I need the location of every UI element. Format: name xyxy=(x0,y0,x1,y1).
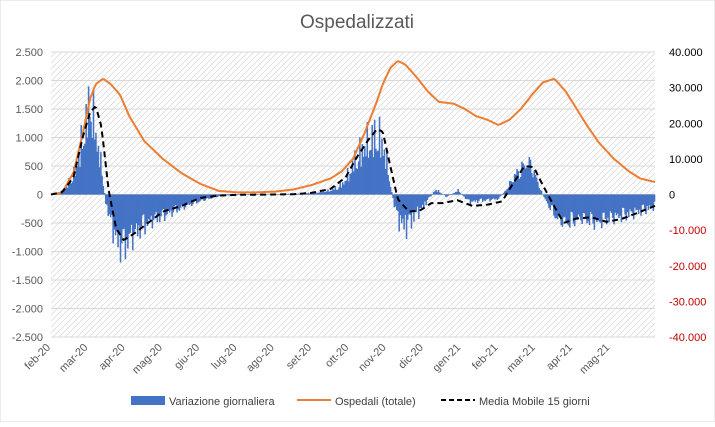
y-left-tick-label: -2.000 xyxy=(12,304,43,316)
y-right-tick-label: -20.000 xyxy=(669,261,706,273)
y-left-tick-label: 2.500 xyxy=(15,47,43,59)
y-left-tick-label: -500 xyxy=(21,218,43,230)
y-right-tick-label: 40.000 xyxy=(669,47,703,59)
y-right-tick-label: -10.000 xyxy=(669,225,706,237)
legend-label-media-mobile: Media Mobile 15 giorni xyxy=(479,396,590,408)
y-right-tick-label: 30.000 xyxy=(669,83,703,95)
y-right-tick-label: 0 xyxy=(669,190,675,202)
legend-swatch-variazione xyxy=(131,396,165,405)
y-right-tick-label: -30.000 xyxy=(669,296,706,308)
y-left-tick-label: -1.500 xyxy=(12,275,43,287)
legend: Variazione giornaliera Ospedali (totale)… xyxy=(131,396,590,408)
legend-label-variazione: Variazione giornaliera xyxy=(169,396,275,408)
y-left-tick-label: 1.000 xyxy=(15,133,43,145)
y-right-tick-label: 10.000 xyxy=(669,154,703,166)
y-left-tick-label: -2.500 xyxy=(12,332,43,344)
y-right-tick-label: 20.000 xyxy=(669,118,703,130)
bar-variazione xyxy=(104,193,106,195)
bar-variazione xyxy=(441,194,443,195)
y-left-tick-label: 0 xyxy=(37,190,43,202)
legend-label-ospedali: Ospedali (totale) xyxy=(335,396,416,408)
y-right-tick-label: -40.000 xyxy=(669,332,706,344)
chart-title: Ospedalizzati xyxy=(300,12,414,33)
y-left-tick-label: 2.000 xyxy=(15,76,43,88)
y-left-tick-label: 1.500 xyxy=(15,104,43,116)
bar-variazione xyxy=(391,192,393,194)
y-left-tick-label: -1.000 xyxy=(12,247,43,259)
y-left-tick-label: 500 xyxy=(25,161,43,173)
bar-variazione xyxy=(654,195,656,202)
bar-variazione xyxy=(541,191,543,195)
bar-variazione xyxy=(430,195,432,197)
